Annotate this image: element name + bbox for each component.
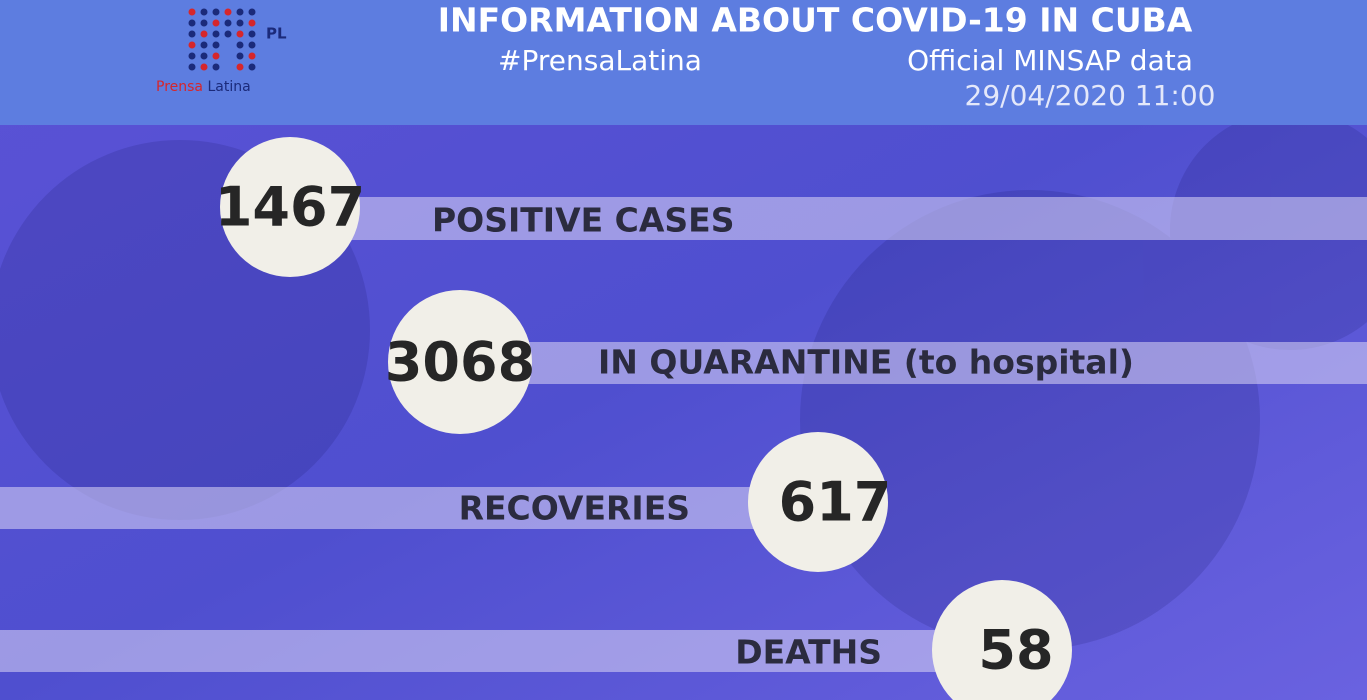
logo-dot bbox=[213, 20, 220, 27]
logo-dot bbox=[237, 53, 244, 60]
logo-dot bbox=[237, 64, 244, 71]
logo-dot bbox=[201, 42, 208, 49]
logo-text: Prensa Latina bbox=[156, 79, 251, 95]
logo-word: Prensa bbox=[156, 79, 203, 95]
logo-dot bbox=[249, 42, 256, 49]
logo-dot bbox=[249, 20, 256, 27]
stat-label: DEATHS bbox=[735, 633, 882, 672]
logo-dot bbox=[237, 20, 244, 27]
logo-dot bbox=[213, 31, 220, 38]
date: 29/04/2020 11:00 bbox=[965, 79, 1216, 112]
logo-dot bbox=[201, 20, 208, 27]
stat-value: 58 bbox=[978, 619, 1053, 682]
logo-dot bbox=[249, 31, 256, 38]
logo-dot bbox=[225, 31, 232, 38]
stat-label: RECOVERIES bbox=[459, 489, 690, 528]
logo-dot bbox=[189, 42, 196, 49]
logo-dot bbox=[213, 9, 220, 16]
logo-dot bbox=[189, 9, 196, 16]
source: Official MINSAP data bbox=[907, 44, 1193, 77]
logo-dot bbox=[237, 31, 244, 38]
stat-label: POSITIVE CASES bbox=[432, 201, 734, 240]
logo-dot bbox=[201, 53, 208, 60]
logo-dot bbox=[249, 64, 256, 71]
logo-dot bbox=[225, 9, 232, 16]
logo-dot bbox=[249, 9, 256, 16]
logo-dot bbox=[189, 64, 196, 71]
infographic: PL Prensa Latina INFORMATION ABOUT COVID… bbox=[0, 0, 1367, 700]
logo-dot bbox=[189, 53, 196, 60]
logo-word: Latina bbox=[207, 79, 250, 95]
title: INFORMATION ABOUT COVID-19 IN CUBA bbox=[438, 1, 1193, 40]
logo-dot bbox=[201, 64, 208, 71]
logo-dot bbox=[237, 42, 244, 49]
stat-band bbox=[0, 487, 818, 529]
stat-value: 3068 bbox=[385, 331, 535, 394]
logo-dot bbox=[201, 31, 208, 38]
logo-dot bbox=[201, 9, 208, 16]
stat-value: 1467 bbox=[215, 176, 365, 239]
hashtag: #PrensaLatina bbox=[498, 44, 702, 77]
stat-label: IN QUARANTINE (to hospital) bbox=[598, 343, 1134, 382]
logo-dot bbox=[213, 53, 220, 60]
logo-dot bbox=[213, 42, 220, 49]
logo-dot bbox=[213, 64, 220, 71]
logo-dot bbox=[189, 31, 196, 38]
logo-mark: PL bbox=[266, 25, 287, 43]
logo-dot bbox=[225, 20, 232, 27]
logo-dot bbox=[189, 20, 196, 27]
logo-dot bbox=[249, 53, 256, 60]
stat-value: 617 bbox=[779, 471, 892, 534]
logo-dot bbox=[237, 9, 244, 16]
